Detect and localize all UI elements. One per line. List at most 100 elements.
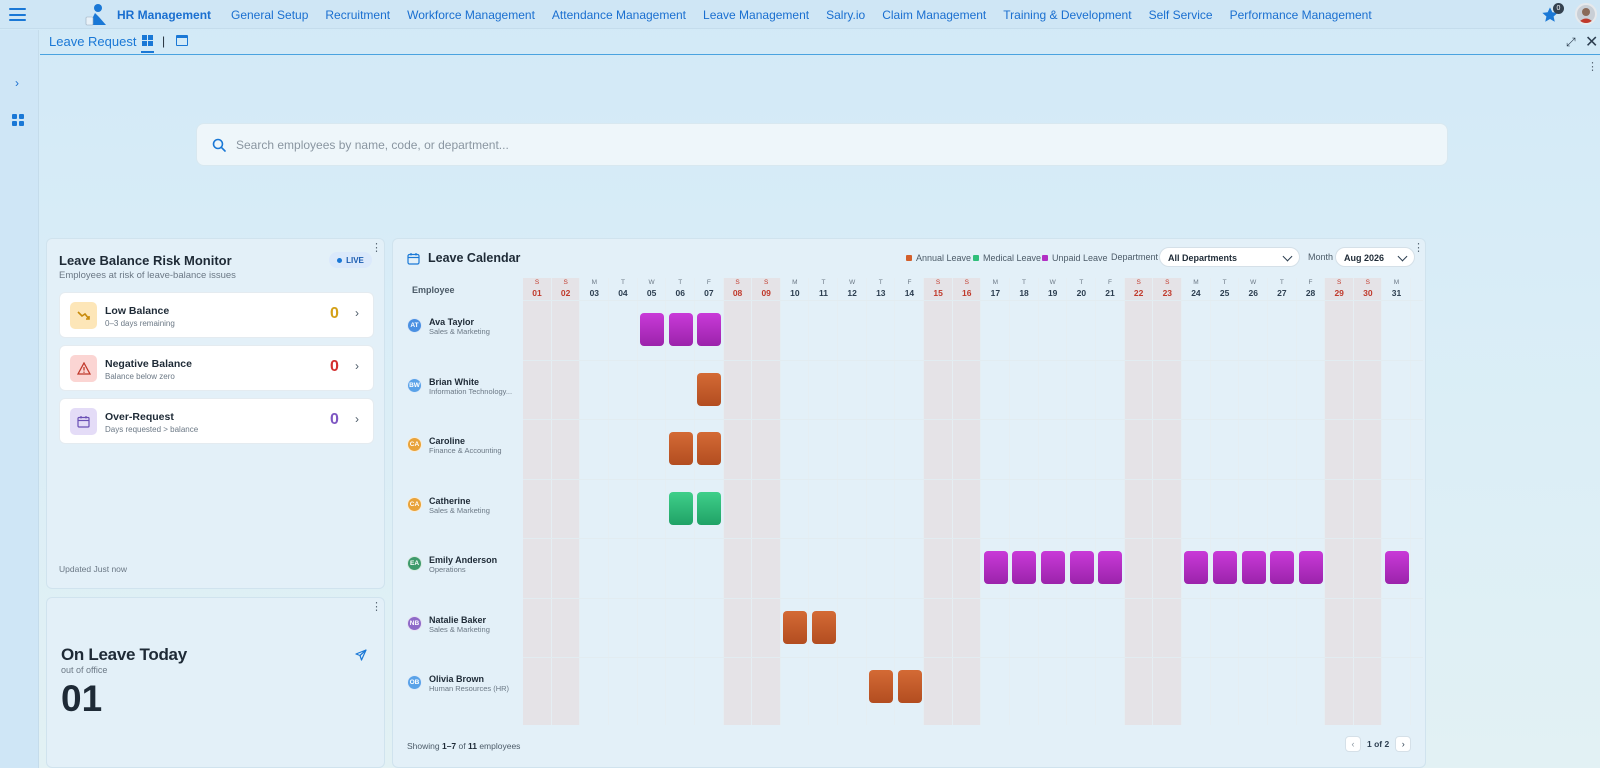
- department-label: Department: [1111, 252, 1159, 262]
- grid-view-tab-icon[interactable]: [142, 35, 153, 46]
- day-number: 15: [933, 288, 943, 298]
- nav-item-workforce-management[interactable]: Workforce Management: [407, 8, 535, 22]
- trend-down-icon: [70, 302, 97, 329]
- employee-department: Human Resources (HR): [429, 684, 510, 693]
- leave-block-annual[interactable]: [668, 432, 693, 465]
- leave-block-unpaid[interactable]: [1212, 551, 1237, 584]
- card-more-icon[interactable]: ⋮: [371, 242, 382, 254]
- leave-block-annual[interactable]: [869, 670, 894, 703]
- employee-name[interactable]: Caroline: [429, 436, 466, 446]
- employee-name[interactable]: Ava Taylor: [429, 317, 475, 327]
- day-column: [838, 278, 867, 725]
- day-number: 29: [1334, 288, 1344, 298]
- leave-block-medical[interactable]: [668, 491, 693, 525]
- tab-divider: |: [162, 34, 166, 48]
- day-column: [781, 278, 810, 725]
- employee-search-bar[interactable]: Search employees by name, code, or depar…: [196, 123, 1448, 166]
- dashboard-grid-icon[interactable]: [12, 114, 25, 126]
- leave-block-unpaid[interactable]: [1298, 551, 1323, 584]
- window-view-tab-icon[interactable]: [176, 35, 188, 46]
- leave-block-medical[interactable]: [697, 491, 722, 525]
- on-leave-count: 01: [61, 678, 103, 719]
- day-column: [695, 278, 724, 725]
- nav-item-general-setup[interactable]: General Setup: [231, 8, 309, 22]
- row-divider: [523, 300, 1423, 301]
- close-icon[interactable]: ✕: [1585, 34, 1599, 51]
- leave-block-annual[interactable]: [783, 610, 808, 644]
- leave-block-unpaid[interactable]: [639, 313, 664, 346]
- app-brand[interactable]: HR Management: [117, 8, 212, 22]
- showing-total: 11: [467, 741, 477, 751]
- leave-block-annual[interactable]: [697, 372, 722, 406]
- department-select[interactable]: All Departments: [1159, 247, 1300, 267]
- next-page-button[interactable]: ›: [1395, 736, 1412, 752]
- leave-balance-risk-card: ⋮ Leave Balance Risk Monitor Employees a…: [46, 238, 385, 589]
- employee-name[interactable]: Olivia Brown: [429, 674, 485, 684]
- risk-item-negative-balance[interactable]: Negative Balance Balance below zero 0 ›: [59, 345, 374, 391]
- warning-icon: [70, 355, 97, 382]
- nav-item-performance-management[interactable]: Performance Management: [1229, 8, 1372, 22]
- day-number: 09: [761, 288, 771, 298]
- day-column: [666, 278, 695, 725]
- leave-block-annual[interactable]: [811, 610, 836, 644]
- leave-block-unpaid[interactable]: [1098, 551, 1123, 584]
- nav-item-claim-management[interactable]: Claim Management: [882, 8, 987, 22]
- expand-sidebar-chevron-icon[interactable]: ›: [15, 76, 19, 90]
- day-column: [1153, 278, 1182, 725]
- main-nav: General Setup Recruitment Workforce Manage…: [231, 8, 1389, 22]
- user-avatar[interactable]: [1575, 3, 1597, 25]
- leave-block-unpaid[interactable]: [1012, 551, 1037, 584]
- leave-block-unpaid[interactable]: [697, 313, 722, 346]
- nav-item-training-development[interactable]: Training & Development: [1003, 8, 1132, 22]
- leave-block-unpaid[interactable]: [668, 313, 693, 346]
- chevron-right-icon: ›: [355, 359, 359, 373]
- prev-page-button[interactable]: ‹: [1345, 736, 1361, 752]
- legend-label: Medical Leave: [983, 253, 1042, 263]
- page-tabbar: Leave Request | ⤢ ✕: [40, 30, 1600, 55]
- page-more-icon[interactable]: ⋮: [1587, 61, 1598, 73]
- search-input[interactable]: Search employees by name, code, or depar…: [236, 138, 509, 152]
- leave-block-unpaid[interactable]: [1041, 551, 1065, 584]
- page-info: 1 of 2: [1367, 739, 1390, 749]
- nav-item-recruitment[interactable]: Recruitment: [325, 8, 391, 22]
- leave-block-annual[interactable]: [697, 432, 722, 465]
- employee-name[interactable]: Natalie Baker: [429, 614, 487, 625]
- employee-name[interactable]: Brian White: [429, 376, 480, 387]
- risk-item-over-request[interactable]: Over-Request Days requested > balance 0 …: [59, 398, 374, 444]
- month-select[interactable]: Aug 2026: [1335, 247, 1415, 267]
- favorites-star-icon[interactable]: [1541, 6, 1559, 24]
- leave-block-unpaid[interactable]: [1241, 551, 1266, 584]
- nav-item-salry-io[interactable]: Salry.io: [826, 8, 866, 22]
- weekday-label: M: [591, 279, 597, 286]
- employee-name[interactable]: Catherine: [429, 495, 471, 506]
- nav-item-self-service[interactable]: Self Service: [1148, 8, 1213, 22]
- leave-block-unpaid[interactable]: [1184, 551, 1209, 584]
- top-navbar: HR Management General Setup Recruitment Wo…: [0, 0, 1600, 29]
- leave-block-annual[interactable]: [897, 670, 922, 703]
- leave-block-unpaid[interactable]: [1270, 551, 1295, 584]
- leave-block-unpaid[interactable]: [983, 551, 1008, 584]
- employee-avatar: NB: [407, 615, 422, 631]
- risk-item-low-balance[interactable]: Low Balance 0–3 days remaining 0 ›: [59, 292, 374, 338]
- leave-block-unpaid[interactable]: [1384, 551, 1409, 584]
- nav-item-leave-management[interactable]: Leave Management: [703, 8, 810, 22]
- employee-name[interactable]: Emily Anderson: [429, 555, 498, 565]
- day-column: [1067, 278, 1096, 725]
- menu-icon[interactable]: [9, 6, 26, 23]
- card-title: Leave Calendar: [428, 251, 521, 265]
- app-logo[interactable]: [84, 3, 110, 27]
- nav-item-attendance-management[interactable]: Attendance Management: [551, 8, 687, 22]
- card-more-icon[interactable]: ⋮: [1413, 242, 1424, 254]
- legend-annual-leave: Annual Leave: [906, 253, 971, 263]
- row-divider: [523, 478, 1423, 480]
- risk-item-value: 0: [330, 358, 339, 375]
- card-more-icon[interactable]: ⋮: [371, 601, 382, 613]
- weekday-label: T: [1222, 279, 1227, 286]
- day-number: 17: [990, 288, 1001, 298]
- weekday-label: F: [706, 279, 711, 286]
- day-column: [1124, 278, 1154, 725]
- row-divider: [523, 657, 1423, 658]
- leave-block-unpaid[interactable]: [1069, 551, 1094, 584]
- expand-window-icon[interactable]: ⤢: [1566, 35, 1576, 49]
- calendar-icon: [407, 253, 420, 265]
